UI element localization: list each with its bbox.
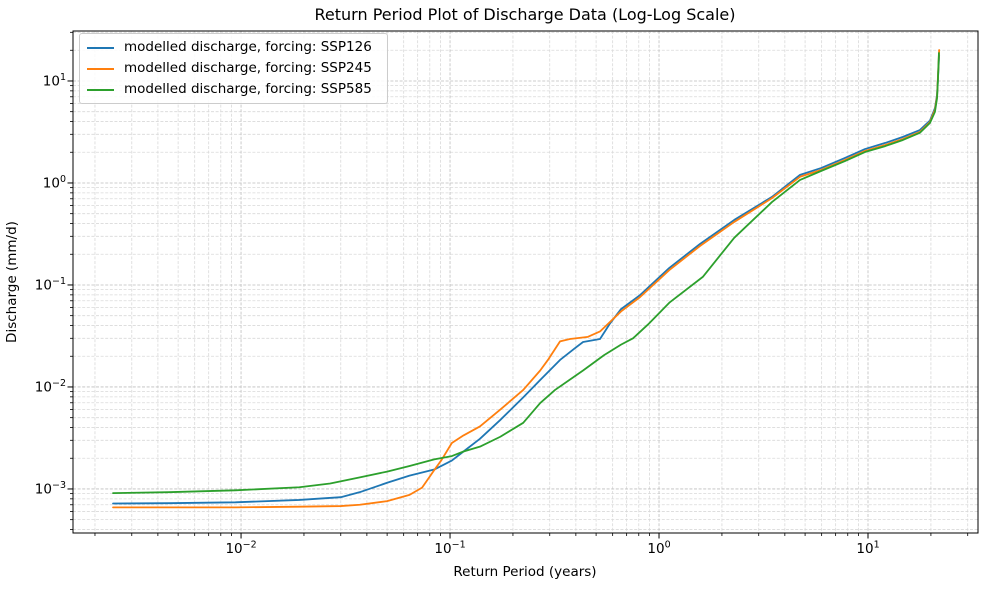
legend-label-ssp585: modelled discharge, forcing: SSP585 [124,81,372,97]
legend-item-ssp585: modelled discharge, forcing: SSP585 [87,79,379,100]
minor-gridlines [73,31,978,533]
x-tick-label: 10−1 [434,540,465,558]
y-axis-label: Discharge (mm/d) [4,221,20,343]
legend-item-ssp245: modelled discharge, forcing: SSP245 [87,58,379,79]
legend-line-ssp245 [87,67,114,70]
x-axis-label: Return Period (years) [453,564,596,580]
legend-label-ssp126: modelled discharge, forcing: SSP126 [124,39,372,55]
plot-frame [72,30,979,534]
series-lines [112,49,941,509]
y-tick-label: 10−3 [35,480,66,498]
legend-label-ssp245: modelled discharge, forcing: SSP245 [124,60,372,76]
series-line-ssp126 [112,54,941,505]
chart-title: Return Period Plot of Discharge Data (Lo… [315,5,736,24]
y-tick-label: 10−1 [35,276,66,294]
y-tick-label: 101 [43,72,66,90]
y-tick-label: 100 [43,174,66,192]
legend-line-ssp585 [87,88,114,91]
y-tick-label: 10−2 [35,378,66,396]
series-line-ssp585 [112,52,940,495]
legend: modelled discharge, forcing: SSP126 mode… [79,33,388,104]
legend-item-ssp126: modelled discharge, forcing: SSP126 [87,37,379,58]
tick-labels: 10−2 10−1 100 101 10−3 10−2 10−1 100 101 [35,72,880,557]
legend-line-ssp126 [87,46,114,49]
x-tick-label: 101 [856,540,879,558]
x-tick-label: 100 [647,540,670,558]
axis-ticks [67,31,969,539]
x-tick-label: 10−2 [225,540,256,558]
series-line-ssp245 [112,49,941,509]
